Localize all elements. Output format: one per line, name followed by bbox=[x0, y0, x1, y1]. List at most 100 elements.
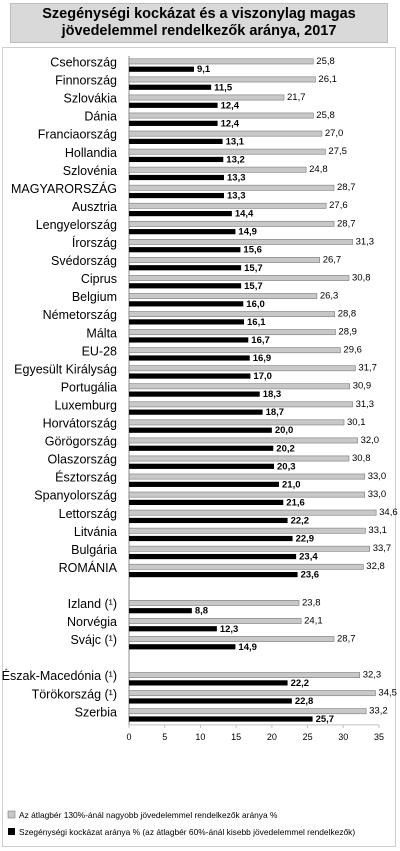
bar-above-130 bbox=[128, 545, 371, 552]
value-label-above-130: 33,0 bbox=[368, 489, 387, 500]
bar-above-130 bbox=[128, 220, 335, 227]
value-label-above-130: 25,8 bbox=[316, 110, 335, 121]
bar-poverty-risk bbox=[129, 192, 224, 199]
bar-poverty-risk bbox=[129, 211, 232, 217]
category-label: Franciaország bbox=[38, 128, 117, 142]
category-label: Lettország bbox=[59, 507, 117, 521]
value-label-poverty-risk: 16,1 bbox=[247, 317, 266, 328]
bar-above-130 bbox=[128, 672, 361, 678]
bar-above-130 bbox=[128, 58, 314, 65]
value-label-poverty-risk: 22,2 bbox=[291, 678, 310, 689]
bar-above-130 bbox=[128, 455, 350, 462]
value-label-poverty-risk: 16,9 bbox=[253, 353, 272, 364]
value-label-poverty-risk: 23,6 bbox=[301, 570, 320, 581]
value-label-poverty-risk: 20,2 bbox=[276, 443, 295, 454]
bar-above-130 bbox=[128, 275, 350, 281]
bar-poverty-risk bbox=[129, 716, 313, 722]
category-label: Litvánia bbox=[74, 525, 117, 539]
value-label-poverty-risk: 15,6 bbox=[243, 245, 262, 256]
category-label: Bulgária bbox=[71, 543, 117, 557]
value-label-poverty-risk: 25,7 bbox=[316, 714, 335, 725]
x-tick-label: 30 bbox=[338, 732, 348, 742]
bar-above-130 bbox=[128, 419, 345, 426]
bar-poverty-risk bbox=[129, 247, 241, 253]
category-label: MAGYARORSZÁG bbox=[11, 181, 117, 196]
value-label-above-130: 26,1 bbox=[318, 74, 337, 85]
value-label-poverty-risk: 22,8 bbox=[295, 696, 314, 707]
value-label-above-130: 34,6 bbox=[379, 507, 398, 518]
value-label-above-130: 33,2 bbox=[369, 706, 388, 717]
bar-poverty-risk bbox=[129, 517, 288, 524]
category-label: Szerbia bbox=[75, 705, 117, 719]
value-label-poverty-risk: 22,9 bbox=[296, 534, 315, 545]
bar-above-130 bbox=[128, 618, 302, 624]
category-label: Szlovénia bbox=[63, 164, 117, 178]
value-label-poverty-risk: 12,3 bbox=[220, 624, 239, 635]
bar-poverty-risk bbox=[129, 409, 263, 415]
bar-above-130 bbox=[128, 239, 353, 245]
value-label-above-130: 21,7 bbox=[287, 92, 306, 103]
value-label-above-130: 32,8 bbox=[366, 561, 385, 572]
bar-poverty-risk bbox=[129, 337, 249, 343]
category-label: ROMÁNIA bbox=[59, 560, 118, 575]
category-label: Dánia bbox=[84, 110, 117, 124]
value-label-above-130: 30,8 bbox=[352, 272, 371, 283]
category-label: Svédország bbox=[51, 254, 117, 268]
value-label-poverty-risk: 8,8 bbox=[195, 606, 208, 617]
category-label: Ciprus bbox=[81, 272, 117, 286]
value-label-above-130: 30,9 bbox=[353, 381, 372, 392]
value-label-poverty-risk: 21,6 bbox=[286, 497, 305, 508]
legend-label-poverty-risk: Szegénységi kockázat aránya % (az átlagb… bbox=[19, 827, 355, 837]
bar-poverty-risk bbox=[129, 319, 244, 325]
x-tick-label: 5 bbox=[162, 732, 167, 742]
value-label-poverty-risk: 12,4 bbox=[221, 118, 240, 129]
value-label-poverty-risk: 9,1 bbox=[197, 64, 211, 75]
bar-above-130 bbox=[128, 401, 353, 408]
value-label-above-130: 32,3 bbox=[363, 670, 382, 681]
category-label: Írország bbox=[72, 235, 117, 250]
value-label-above-130: 32,0 bbox=[361, 435, 380, 446]
bar-poverty-risk bbox=[129, 102, 218, 108]
value-label-poverty-risk: 20,0 bbox=[275, 425, 294, 436]
bar-poverty-risk bbox=[129, 535, 293, 542]
category-label: Norvégia bbox=[67, 615, 117, 629]
bar-above-130 bbox=[128, 112, 314, 119]
bar-poverty-risk bbox=[129, 355, 250, 361]
bar-poverty-risk bbox=[129, 120, 218, 126]
chart-title-box: Szegénységi kockázat és a viszonylag mag… bbox=[10, 3, 388, 43]
value-label-above-130: 25,8 bbox=[316, 56, 335, 67]
bar-above-130 bbox=[128, 509, 377, 516]
value-label-poverty-risk: 12,4 bbox=[221, 100, 240, 111]
x-tick-label: 20 bbox=[267, 732, 277, 742]
bar-poverty-risk bbox=[129, 138, 223, 144]
bar-poverty-risk bbox=[129, 698, 292, 704]
bar-above-130 bbox=[128, 383, 351, 390]
value-label-poverty-risk: 13,1 bbox=[226, 136, 245, 147]
value-label-above-130: 23,8 bbox=[302, 597, 321, 608]
value-label-poverty-risk: 14,9 bbox=[238, 642, 257, 653]
category-label: Egyesült Királyság bbox=[14, 362, 117, 376]
bar-above-130 bbox=[128, 202, 327, 209]
value-label-above-130: 31,3 bbox=[356, 236, 375, 247]
legend-swatch-poverty-risk bbox=[8, 828, 15, 835]
value-label-above-130: 24,8 bbox=[309, 164, 328, 175]
bar-poverty-risk bbox=[129, 174, 224, 181]
bar-poverty-risk bbox=[129, 644, 236, 650]
value-label-above-130: 27,0 bbox=[325, 128, 344, 139]
bar-poverty-risk bbox=[129, 499, 284, 505]
x-tick-label: 0 bbox=[126, 732, 131, 742]
value-label-above-130: 33,0 bbox=[368, 471, 387, 482]
value-label-poverty-risk: 13,2 bbox=[226, 154, 245, 165]
bar-poverty-risk bbox=[129, 283, 242, 289]
bar-above-130 bbox=[128, 437, 358, 444]
value-label-poverty-risk: 13,3 bbox=[227, 191, 246, 202]
bar-above-130 bbox=[128, 636, 335, 642]
bar-above-130 bbox=[128, 257, 321, 263]
value-label-above-130: 27,5 bbox=[328, 146, 347, 157]
bar-above-130 bbox=[128, 293, 318, 299]
bar-above-130 bbox=[128, 708, 367, 715]
category-label: EU-28 bbox=[82, 344, 117, 358]
value-label-poverty-risk: 18,3 bbox=[263, 389, 282, 400]
category-label: Szlovákia bbox=[64, 92, 118, 106]
